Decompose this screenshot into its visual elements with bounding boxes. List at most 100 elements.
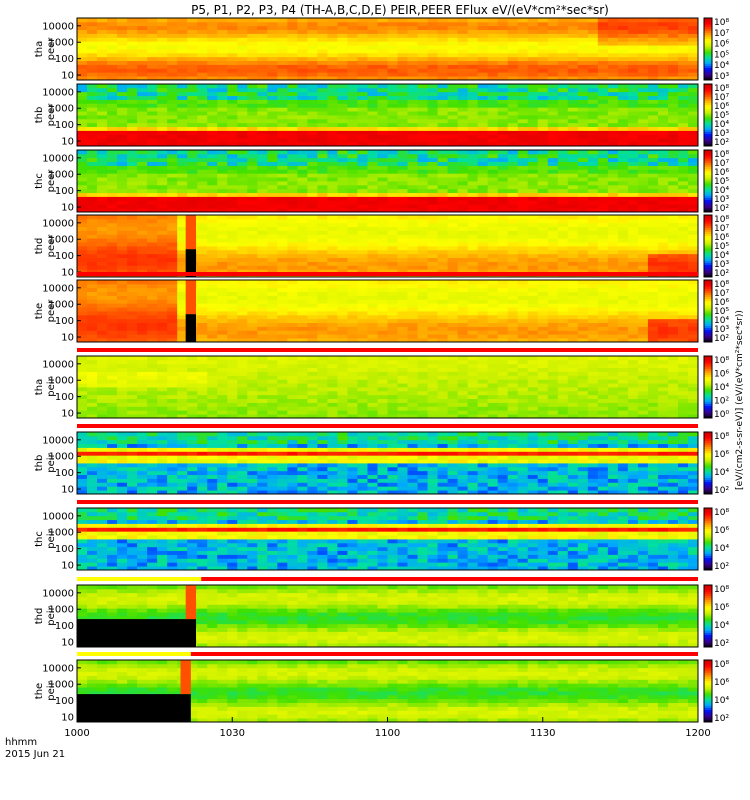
heatmap-cell: [197, 269, 208, 274]
heatmap-cell: [207, 287, 218, 293]
heatmap-cell: [207, 37, 218, 42]
heatmap-cell: [257, 111, 268, 116]
heatmap-cell: [567, 314, 579, 320]
heatmap-cell: [427, 72, 438, 77]
heatmap-cell: [277, 76, 288, 81]
heatmap-cell: [627, 21, 639, 27]
heatmap-cell: [597, 177, 609, 182]
heatmap-cell: [147, 122, 158, 128]
heatmap-cell: [267, 218, 278, 224]
heatmap-cell: [637, 261, 649, 266]
heatmap-cell: [537, 226, 549, 231]
heatmap-cell: [227, 76, 238, 81]
heatmap-cell: [507, 246, 519, 251]
heatmap-cell: [537, 295, 549, 300]
heatmap-cell: [207, 169, 218, 174]
heatmap-cell: [457, 269, 469, 274]
heatmap-cell: [197, 226, 208, 231]
heatmap-cell: [227, 84, 238, 89]
heatmap-cell: [607, 261, 619, 266]
heatmap-cell: [107, 242, 118, 247]
heatmap-cell: [497, 208, 509, 213]
heatmap-cell: [657, 181, 669, 186]
heatmap-cell: [347, 311, 358, 316]
heatmap-cell: [427, 318, 438, 324]
heatmap-cell: [487, 33, 499, 38]
heatmap-cell: [167, 208, 178, 213]
heatmap-cell: [337, 208, 348, 213]
heatmap-cell: [507, 122, 519, 128]
colorbar-frame: [703, 17, 713, 81]
heatmap-cell: [117, 218, 128, 224]
heatmap-cell: [617, 184, 629, 190]
heatmap-cell: [217, 295, 228, 300]
heatmap-cell: [687, 45, 699, 50]
heatmap-cell: [337, 188, 348, 194]
heatmap-cell: [397, 68, 408, 73]
heatmap-cell: [677, 269, 689, 274]
heatmap-cell: [407, 118, 418, 124]
heatmap-cell: [397, 169, 408, 174]
colorbar-swatch: [704, 225, 712, 228]
heatmap-cell: [557, 161, 569, 166]
heatmap-cell: [687, 142, 699, 147]
heatmap-cell: [587, 249, 599, 255]
heatmap-cell: [407, 33, 418, 38]
heatmap-cell: [457, 21, 469, 27]
heatmap-cell: [357, 334, 368, 339]
heatmap-cell: [337, 253, 348, 259]
heatmap-cell: [457, 238, 469, 243]
heatmap-cell: [177, 261, 188, 266]
heatmap-cell: [417, 18, 428, 23]
heatmap-cell: [417, 134, 428, 139]
heatmap-cell: [577, 157, 589, 163]
heatmap-cell: [527, 238, 539, 243]
heatmap-cell: [417, 29, 428, 34]
heatmap-cell: [347, 261, 358, 266]
heatmap-cell: [647, 265, 659, 270]
heatmap-cell: [227, 314, 238, 320]
heatmap-cell: [477, 18, 489, 23]
heatmap-cell: [617, 60, 629, 65]
heatmap-cell: [77, 45, 88, 50]
heatmap-cell: [357, 72, 368, 77]
heatmap-cell: [227, 33, 238, 38]
heatmap-cell: [207, 76, 218, 81]
heatmap-cell: [667, 234, 679, 239]
heatmap-cell: [77, 161, 88, 166]
heatmap-cell: [487, 338, 499, 343]
heatmap-cell: [407, 45, 418, 50]
heatmap-cell: [147, 242, 158, 247]
heatmap-cell: [547, 107, 559, 112]
heatmap-cell: [617, 115, 629, 120]
heatmap-cell: [187, 25, 198, 31]
heatmap-cell: [387, 115, 398, 120]
heatmap-cell: [457, 64, 469, 69]
heatmap-cell: [197, 37, 208, 42]
heatmap-cell: [457, 76, 469, 81]
heatmap-cell: [517, 330, 529, 335]
heatmap-cell: [657, 56, 669, 62]
heatmap-cell: [127, 215, 138, 220]
heatmap-cell: [227, 242, 238, 247]
heatmap-cell: [597, 269, 609, 274]
heatmap-cell: [347, 234, 358, 239]
heatmap-cell: [387, 204, 398, 209]
heatmap-cell: [187, 177, 198, 182]
heatmap-cell: [497, 138, 509, 143]
heatmap-cell: [367, 242, 378, 247]
heatmap-cell: [507, 299, 519, 304]
heatmap-cell: [607, 76, 619, 81]
heatmap-cell: [217, 142, 228, 147]
heatmap-cell: [357, 188, 368, 194]
heatmap-cell: [217, 184, 228, 190]
heatmap-cell: [257, 165, 268, 170]
heatmap-cell: [177, 287, 188, 293]
heatmap-cell: [147, 287, 158, 293]
heatmap-cell: [87, 299, 98, 304]
heatmap-cell: [147, 87, 158, 93]
heatmap-cell: [527, 95, 539, 100]
heatmap-cell: [417, 334, 428, 339]
heatmap-cell: [617, 45, 629, 50]
heatmap-cell: [367, 338, 378, 343]
